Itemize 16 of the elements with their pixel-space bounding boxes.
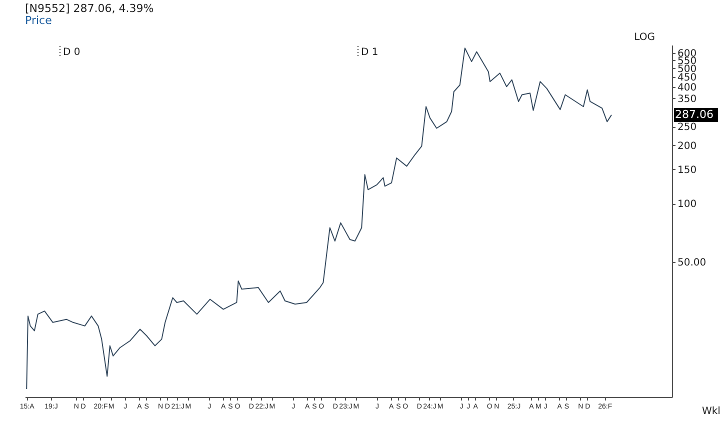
y-tick-label: 100 (678, 199, 697, 210)
annotation: D 0 (63, 47, 80, 58)
chart-subtitle: Price (25, 14, 52, 27)
y-tick-label: 250 (678, 122, 697, 134)
y-tick-label: 400 (678, 82, 697, 94)
y-tick-label: 50.00 (678, 257, 706, 268)
line-series (26, 48, 612, 390)
y-tick-label: 450 (678, 72, 697, 84)
annotation: 287.06 (675, 108, 714, 121)
chart-title: [N9552] 287.06, 4.39% (25, 2, 154, 15)
y-tick-label: 150 (678, 164, 697, 176)
y-tick-label: 350 (678, 94, 697, 105)
text: Wkl (702, 406, 720, 417)
text: LOG (634, 32, 655, 43)
y-tick-label: 200 (678, 140, 697, 152)
annotation: D 1 (361, 47, 378, 58)
